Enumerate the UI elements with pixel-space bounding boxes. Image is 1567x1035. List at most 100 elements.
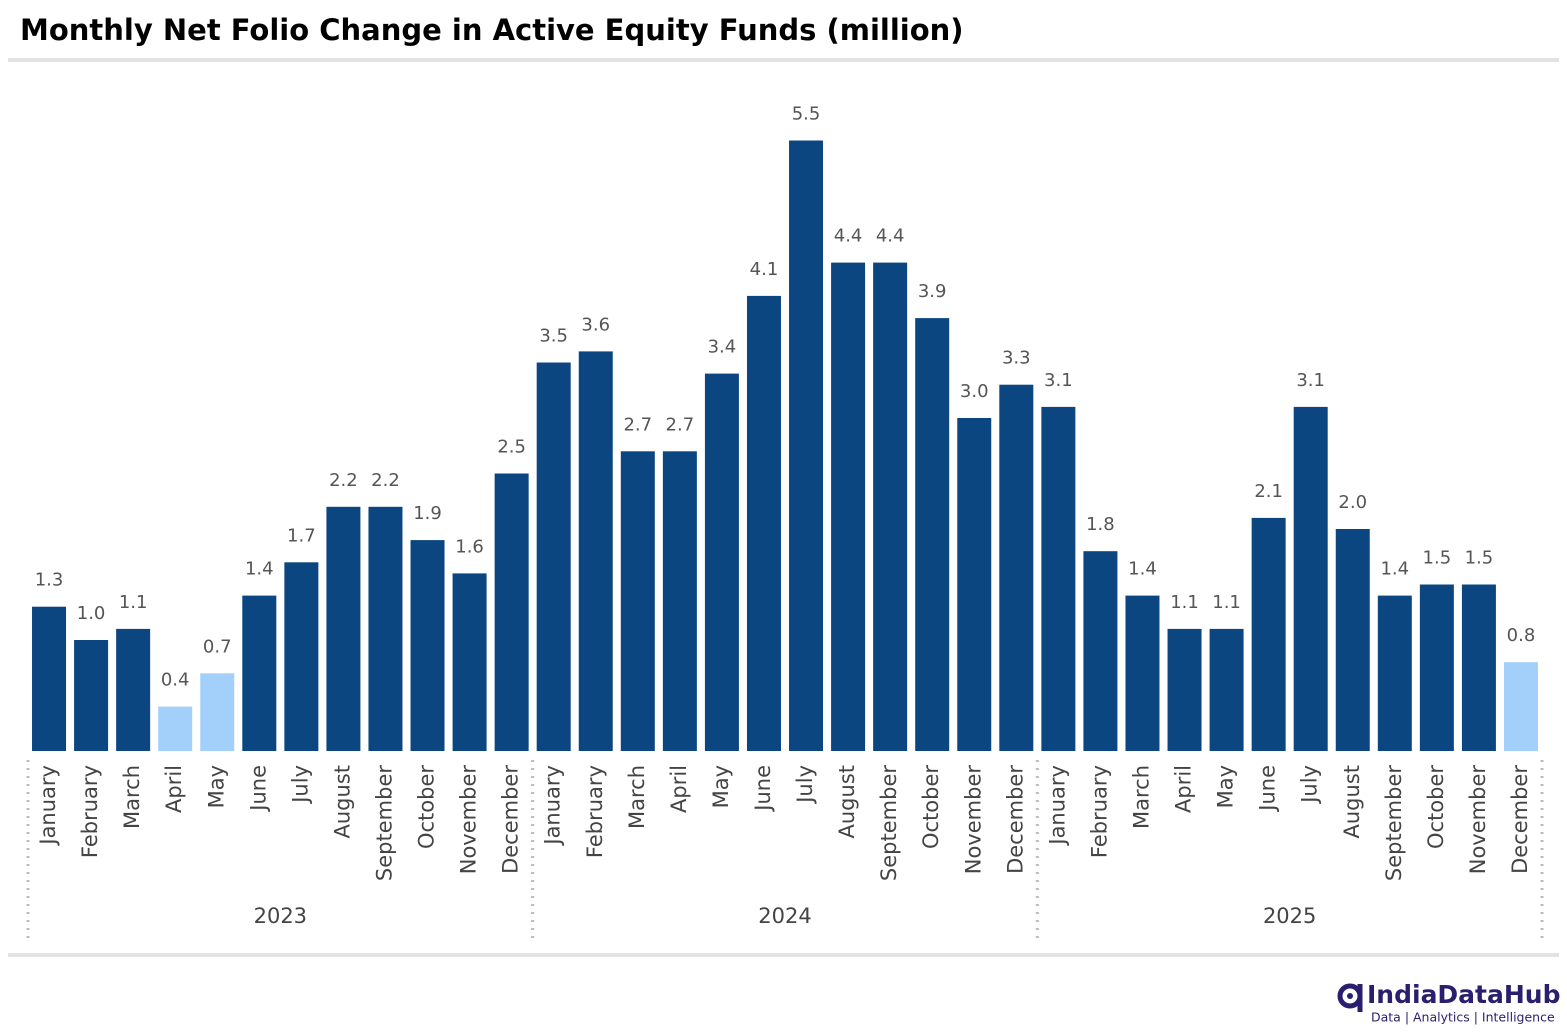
x-tick-label: March: [1129, 765, 1153, 829]
bar: [915, 318, 950, 751]
chart-title: Monthly Net Folio Change in Active Equit…: [20, 13, 964, 47]
value-label: 1.7: [287, 525, 316, 546]
value-label: 1.8: [1086, 514, 1115, 535]
bar: [1083, 551, 1118, 751]
value-label: 1.9: [413, 503, 442, 524]
value-label: 3.6: [581, 314, 610, 335]
bar: [242, 595, 277, 751]
x-tick-label: July: [1298, 765, 1322, 805]
x-tick-label: October: [415, 765, 439, 849]
bar: [200, 673, 235, 751]
value-label: 1.5: [1465, 548, 1494, 569]
value-label: 0.7: [203, 636, 232, 657]
value-label: 2.7: [623, 414, 652, 435]
group-label: 2025: [1263, 904, 1316, 928]
x-tick-label: February: [1087, 765, 1111, 858]
value-label: 3.4: [708, 337, 737, 358]
bar: [452, 573, 487, 751]
value-label: 2.7: [666, 414, 695, 435]
bar: [410, 540, 445, 751]
x-tick-label: June: [751, 765, 775, 813]
value-label: 2.2: [329, 470, 358, 491]
bar: [789, 140, 824, 751]
bar: [494, 473, 529, 751]
value-label: 1.1: [1170, 592, 1199, 613]
logo: IndiaDataHub Data | Analytics | Intellig…: [1337, 980, 1561, 1025]
x-tick-label: June: [1256, 765, 1280, 813]
x-tick-label: August: [330, 765, 354, 839]
value-label: 2.1: [1254, 481, 1283, 502]
bar: [620, 451, 655, 751]
x-tick-label: May: [1214, 765, 1238, 808]
bar: [831, 262, 866, 751]
value-label: 3.0: [960, 381, 989, 402]
value-label: 5.5: [792, 104, 821, 125]
value-label: 1.4: [1128, 559, 1157, 580]
x-tick-label: January: [541, 765, 565, 847]
x-tick-label: November: [457, 765, 481, 875]
value-label: 2.5: [497, 437, 526, 458]
x-tick-label: February: [78, 765, 102, 858]
bar: [1461, 584, 1496, 751]
bar: [158, 706, 193, 751]
value-label: 0.8: [1507, 625, 1536, 646]
x-tick-label: April: [667, 765, 691, 813]
x-tick-label: December: [1003, 765, 1027, 874]
x-tick-label: June: [246, 765, 270, 813]
x-tick-label: August: [835, 765, 859, 839]
value-label: 3.1: [1044, 370, 1073, 391]
x-tick-label: September: [1382, 765, 1406, 881]
bar: [1503, 662, 1538, 751]
bar: [1209, 628, 1244, 751]
logo-icon: [1347, 993, 1353, 999]
bar: [704, 373, 739, 751]
value-label: 3.9: [918, 281, 947, 302]
bar: [746, 295, 781, 751]
x-tick-label: July: [288, 765, 312, 805]
bar: [1293, 406, 1328, 751]
bar: [999, 384, 1034, 751]
bar: [1041, 406, 1076, 751]
x-tick-label: August: [1340, 765, 1364, 839]
x-tick-label: September: [877, 765, 901, 881]
value-label: 3.3: [1002, 348, 1031, 369]
x-tick-label: July: [793, 765, 817, 805]
x-tick-label: October: [919, 765, 943, 849]
group-label: 2023: [254, 904, 307, 928]
x-tick-label: December: [1508, 765, 1532, 874]
value-label: 4.1: [750, 259, 779, 280]
bar: [662, 451, 697, 751]
x-tick-label: September: [372, 765, 396, 881]
group-label: 2024: [758, 904, 811, 928]
bar: [74, 640, 109, 751]
value-label: 1.6: [455, 536, 484, 557]
value-label: 1.5: [1423, 548, 1452, 569]
bar: [957, 418, 992, 751]
x-tick-label: November: [961, 765, 985, 875]
x-tick-label: February: [583, 765, 607, 858]
bar: [368, 506, 403, 751]
value-label: 1.3: [35, 570, 64, 591]
bar: [536, 362, 571, 751]
value-label: 3.1: [1296, 370, 1325, 391]
bar: [284, 562, 319, 751]
value-label: 1.4: [245, 559, 274, 580]
bar: [326, 506, 361, 751]
bar: [1251, 517, 1286, 751]
x-tick-label: May: [204, 765, 228, 808]
value-label: 1.1: [1212, 592, 1241, 613]
bar: [32, 606, 67, 751]
value-label: 1.0: [77, 603, 106, 624]
bar: [1167, 628, 1202, 751]
x-tick-label: April: [162, 765, 186, 813]
bar: [873, 262, 908, 751]
value-label: 1.1: [119, 592, 148, 613]
x-tick-label: March: [625, 765, 649, 829]
bar: [1377, 595, 1412, 751]
bar: [578, 351, 613, 751]
x-tick-label: March: [120, 765, 144, 829]
logo-name: IndiaDataHub: [1367, 980, 1561, 1009]
x-tick-label: January: [36, 765, 60, 847]
value-label: 2.2: [371, 470, 400, 491]
value-label: 0.4: [161, 670, 190, 691]
